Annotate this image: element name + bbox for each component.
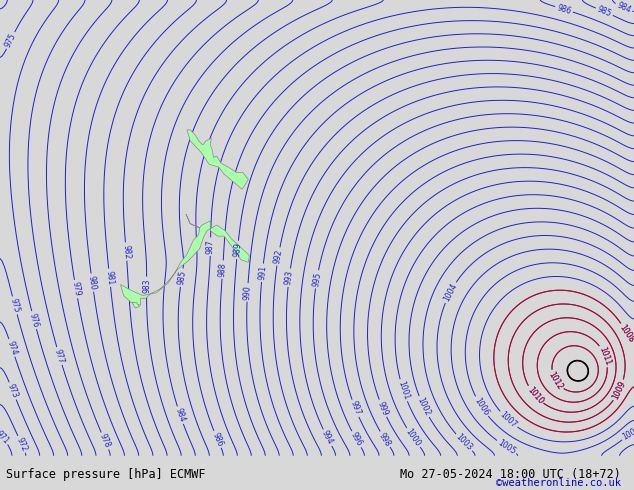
Text: 1010: 1010 [525,385,545,406]
Text: 1006: 1006 [472,396,490,417]
Text: 998: 998 [377,431,392,448]
Text: 993: 993 [284,270,295,286]
Text: 1005: 1005 [621,425,634,442]
Text: 1000: 1000 [404,427,422,448]
Polygon shape [187,130,249,189]
Polygon shape [132,302,139,308]
Text: 1008: 1008 [618,323,634,343]
Text: Surface pressure [hPa] ECMWF: Surface pressure [hPa] ECMWF [6,467,206,481]
Text: 971: 971 [0,429,10,445]
Text: 980: 980 [87,275,98,291]
Text: 987: 987 [206,239,215,254]
Text: 1004: 1004 [442,282,459,303]
Text: 1001: 1001 [396,380,411,401]
Text: 999: 999 [376,400,390,417]
Text: 1007: 1007 [498,410,519,430]
Text: 976: 976 [28,312,40,328]
Text: 991: 991 [257,265,268,280]
Text: 1009: 1009 [611,380,628,401]
Text: ©weatheronline.co.uk: ©weatheronline.co.uk [496,478,621,488]
Text: 1012: 1012 [547,370,564,391]
Text: 995: 995 [311,271,323,287]
Text: 972: 972 [15,436,29,453]
Text: 1011: 1011 [597,345,612,367]
Text: 983: 983 [142,279,151,293]
Text: 985: 985 [176,270,187,286]
Text: 1009: 1009 [611,380,628,401]
Text: 1008: 1008 [618,323,634,343]
Text: 1010: 1010 [525,385,545,406]
Text: 979: 979 [70,281,82,297]
Text: 989: 989 [232,242,243,258]
Text: 982: 982 [121,244,131,259]
Text: 1005: 1005 [496,438,517,456]
Text: 1011: 1011 [597,345,612,367]
Text: 986: 986 [210,431,224,448]
Text: 973: 973 [6,383,20,399]
Text: 997: 997 [349,400,362,417]
Text: 977: 977 [53,348,66,365]
Text: Mo 27-05-2024 18:00 UTC (18+72): Mo 27-05-2024 18:00 UTC (18+72) [401,467,621,481]
Text: 994: 994 [320,429,335,446]
Text: 985: 985 [596,5,612,19]
Text: 988: 988 [217,262,228,277]
Text: 990: 990 [243,285,252,300]
Text: 981: 981 [105,270,115,285]
Text: 975: 975 [9,297,21,314]
Text: 986: 986 [556,3,573,16]
Text: 992: 992 [273,248,284,264]
Polygon shape [120,214,249,305]
Text: 984: 984 [174,407,187,423]
Text: 1012: 1012 [547,370,564,391]
Text: 984: 984 [615,1,632,15]
Text: 975: 975 [3,32,18,49]
Text: 996: 996 [349,431,364,448]
Text: 1002: 1002 [415,396,432,417]
Text: 978: 978 [98,433,112,449]
Text: 1003: 1003 [454,433,474,453]
Text: 974: 974 [5,340,18,356]
